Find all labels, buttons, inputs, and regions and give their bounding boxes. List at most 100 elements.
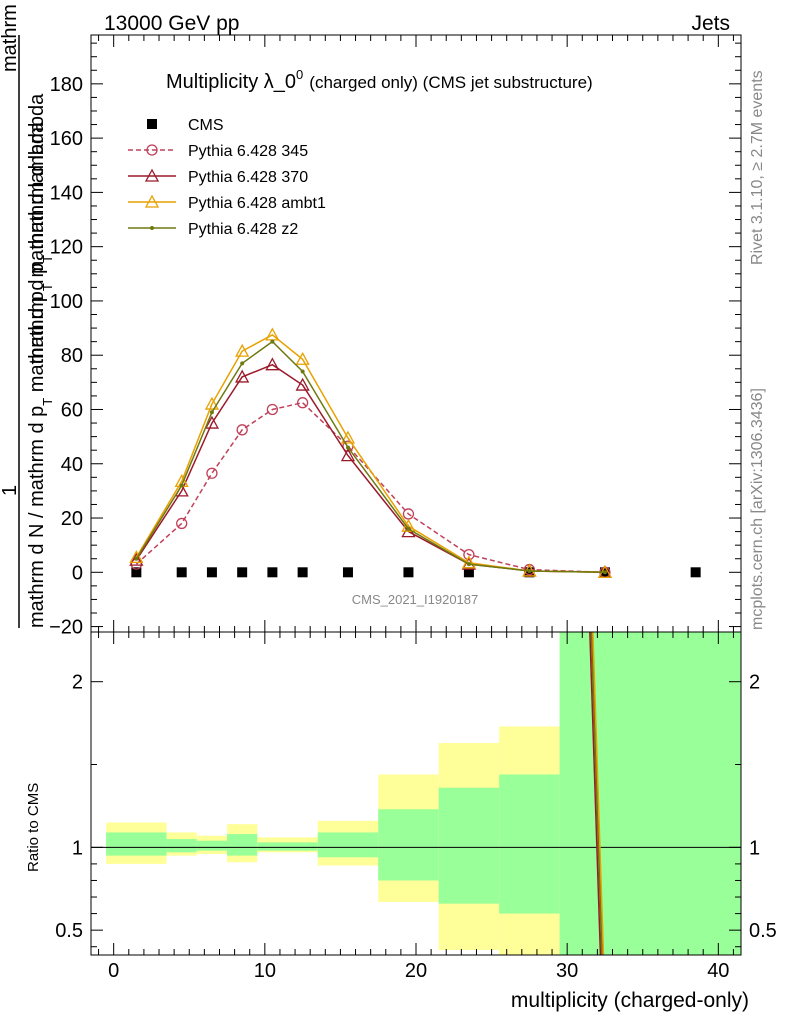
ratio-y-tick-label: 2 [72, 672, 83, 694]
ratio-y-tick-label: 1 [72, 837, 83, 859]
y-tick-label: 100 [50, 291, 83, 313]
x-axis-label: multiplicity (charged-only) [511, 989, 749, 1012]
ylabel-bottom-a: mathrm d N / mathrm d p [26, 406, 48, 628]
data-point [236, 424, 248, 436]
plot-subtitle: (charged only) (CMS jet substructure) [309, 73, 592, 92]
band-inner [287, 842, 318, 851]
header-category: Jets [691, 12, 730, 35]
band-inner [106, 832, 167, 856]
band-inner [227, 834, 258, 856]
ratio-y-tick-label-right: 1 [749, 837, 760, 859]
data-point [403, 567, 414, 578]
band-inner [317, 832, 379, 858]
data-point [300, 369, 305, 374]
ratio-panel: 0.5 0.51 12 20 10 20 30 40 Ratio to CMS multipl… [25, 631, 777, 1012]
ratio-line [590, 631, 603, 956]
data-point [340, 430, 356, 444]
data-point [235, 343, 250, 357]
ratio-ylabel: Ratio to CMS [25, 783, 42, 872]
legend-item: Pythia 6.428 ambt1 [128, 194, 326, 212]
y-tick-label: 140 [50, 182, 83, 204]
data-point [342, 567, 353, 578]
data-point [240, 361, 245, 366]
ylabel-bottom-b: mathrm d p [26, 291, 48, 398]
data-point [270, 339, 275, 344]
legend-marker [144, 168, 160, 182]
data-point [204, 396, 220, 410]
data-point [406, 526, 411, 531]
ylabel-top: mathrm dN [0, 0, 21, 72]
band-inner [559, 632, 741, 955]
data-point [295, 351, 310, 365]
legend-item: Pythia 6.428 345 [128, 143, 308, 160]
data-point [237, 567, 248, 578]
x-tick-label: 40 [707, 960, 729, 982]
y-tick-label: 0 [72, 562, 83, 584]
data-point [176, 517, 188, 530]
ylabel-numerator: mathrm dN [0, 0, 21, 72]
band-inner [378, 809, 439, 881]
series-line [135, 363, 605, 574]
data-point [527, 568, 532, 573]
x-tick-label: 10 [254, 960, 276, 982]
y-tick-label: −20 [49, 617, 83, 639]
data-point [209, 410, 214, 415]
legend-label: Pythia 6.428 ambt1 [188, 195, 326, 212]
header-energy: 13000 GeV pp [104, 12, 239, 35]
data-point [690, 567, 701, 578]
mcplots-label: mcplots.cern.ch [arXiv:1306.3436] [749, 388, 766, 630]
ylabel-mid-sub: T [40, 255, 55, 263]
ylabel-one: 1 [0, 485, 21, 496]
legend-marker [147, 119, 157, 129]
data-point [267, 567, 278, 578]
data-point [129, 550, 144, 564]
data-point [466, 562, 471, 567]
data-point [295, 377, 310, 391]
series-line [135, 340, 605, 574]
ratio-line [589, 631, 602, 956]
data-point [296, 397, 309, 409]
data-point [340, 448, 356, 462]
legend-marker [144, 194, 160, 208]
y-tick-label: 160 [50, 128, 83, 150]
ylabel-mid: mathrm d p [26, 263, 48, 364]
band-inner [166, 839, 197, 853]
data-point [345, 445, 350, 450]
plot-title-main: Multiplicity λ_0 [166, 71, 296, 93]
series-line [135, 401, 605, 574]
series-2 [129, 357, 613, 578]
data-point [602, 570, 607, 575]
data-point [266, 403, 279, 416]
data-point [463, 549, 475, 561]
data-point [204, 415, 220, 429]
x-tick-label: 0 [108, 960, 119, 982]
legend-label: Pythia 6.428 370 [188, 169, 308, 186]
data-point [265, 357, 280, 371]
y-tick-label: 40 [61, 454, 83, 476]
ylabel-numerator-2: mathrm d pT mathrm d lambda [26, 93, 55, 364]
data-point [235, 369, 250, 383]
plot-title-sup: 0 [296, 67, 303, 82]
data-point [134, 556, 139, 561]
ylabel-bottom-sub: T [40, 398, 55, 406]
legend-label: CMS [188, 117, 224, 134]
band-inner [257, 842, 288, 851]
legend-item: Pythia 6.428 370 [128, 168, 308, 186]
y-tick-label: 20 [61, 508, 83, 530]
band-inner [438, 787, 500, 904]
rivet-label: Rivet 3.1.10, ≥ 2.7M events [749, 70, 766, 265]
x-tick-label: 20 [405, 960, 427, 982]
series-0 [131, 567, 701, 578]
legend-marker [146, 144, 158, 156]
legend-item: CMS [147, 117, 224, 134]
series-4 [134, 339, 607, 575]
main-ylabel: mathrm dN mathrm d pT mathrm d lambda 1 … [0, 0, 55, 628]
ylabel-mid-rest: mathrm d lambda [26, 93, 48, 255]
ylabel-denominator: mathrm d N / mathrm d pT mathrm d pT mat… [26, 121, 55, 628]
band-inner [499, 774, 560, 914]
data-point [297, 567, 308, 578]
data-point [463, 567, 474, 578]
data-point [176, 567, 187, 578]
band-inner [196, 840, 228, 851]
series-line [135, 333, 605, 574]
